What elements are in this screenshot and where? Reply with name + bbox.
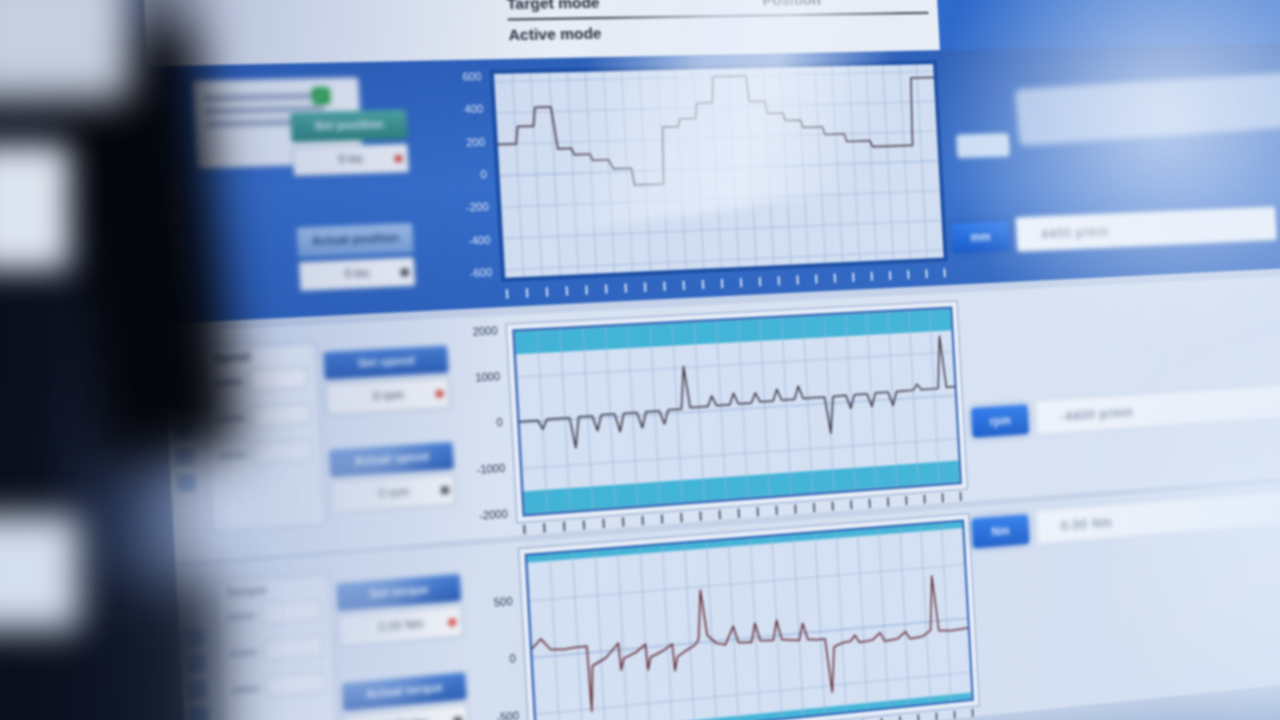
value-field-row2[interactable]: -4400 p/min xyxy=(1034,383,1280,436)
speed-param-field[interactable] xyxy=(250,403,311,428)
set-torque-field[interactable]: 0.00 Nm xyxy=(337,605,464,648)
required-dot-icon xyxy=(448,618,457,627)
torque-section: Torque Set torque 0.00 Nm Actual torque … xyxy=(175,478,1280,720)
band-button[interactable] xyxy=(956,132,1010,159)
speed-param-field[interactable] xyxy=(252,439,313,465)
left-white-patch-2 xyxy=(0,515,80,630)
speed-y-axis: 2000 1000 0 -1000 -2000 xyxy=(472,325,509,523)
header-blue-panel xyxy=(936,0,1280,51)
value-field-row3[interactable]: 0.00 Nm xyxy=(1034,489,1280,546)
torque-chart xyxy=(524,519,974,720)
set-torque-button[interactable]: Set torque xyxy=(336,573,462,612)
set-position-field[interactable]: 0 inc xyxy=(291,143,410,177)
torque-y-axis: 500 0 -500 xyxy=(493,595,520,720)
speed-groupbox: Speed xyxy=(202,341,327,534)
target-mode-label: Target mode xyxy=(506,0,600,13)
left-white-patch-1 xyxy=(0,145,70,270)
top-left-light-patch xyxy=(0,0,130,100)
torque-param-field[interactable] xyxy=(265,671,326,698)
actual-speed-button[interactable]: Actual speed xyxy=(328,441,454,478)
torque-chartbox xyxy=(518,513,980,720)
unit-button-row3[interactable]: Nm xyxy=(971,514,1030,549)
row1-toolbar-buttons[interactable] xyxy=(163,182,186,278)
target-mode-value: Position xyxy=(762,0,821,9)
torque-param-field[interactable] xyxy=(261,598,322,626)
readonly-dot-icon xyxy=(440,486,449,495)
row3-toolbar-buttons[interactable] xyxy=(185,629,209,720)
speed-group-label: Speed xyxy=(212,350,251,366)
torque-param-field[interactable] xyxy=(263,635,324,662)
app-window: Target mode Position Active mode ✓ ⚙ xyxy=(143,0,1280,720)
actual-position-field[interactable]: 0 inc xyxy=(298,256,416,292)
value-field-row1[interactable]: 4400 p/min xyxy=(1015,206,1278,253)
status-ok-icon: ✓ xyxy=(311,87,331,105)
actual-speed-field[interactable]: 0 rpm xyxy=(330,473,456,514)
speed-chart xyxy=(512,306,962,517)
torque-groupbox: Torque xyxy=(215,573,340,720)
active-mode-row: Active mode xyxy=(508,15,940,49)
unit-button-row2[interactable]: rpm xyxy=(971,404,1029,438)
speed-param-field[interactable] xyxy=(248,366,309,392)
speed-section: Speed Set speed 0 rpm Actual speed 0 rpm… xyxy=(162,273,1280,562)
actual-position-button[interactable]: Actual position xyxy=(296,223,414,258)
set-speed-button[interactable]: Set speed xyxy=(323,345,449,380)
readonly-dot-icon xyxy=(400,268,409,277)
required-dot-icon xyxy=(394,154,403,163)
set-position-button[interactable]: Set position xyxy=(290,109,408,143)
active-mode-label: Active mode xyxy=(508,24,602,44)
speed-chartbox xyxy=(505,300,968,524)
torque-group-label: Torque xyxy=(225,583,268,601)
position-chart xyxy=(489,60,948,283)
required-dot-icon xyxy=(435,389,444,398)
position-y-axis: 600 400 200 0 -200 -400 -600 xyxy=(462,70,493,281)
top-right-panel xyxy=(1014,71,1280,147)
row2-toolbar-buttons[interactable] xyxy=(172,396,196,492)
position-section: ✓ ⚙ Set position 0 inc Actual position 0… xyxy=(147,42,1280,324)
unit-button-row1[interactable]: mm xyxy=(951,221,1010,254)
set-speed-field[interactable]: 0 rpm xyxy=(325,376,451,416)
